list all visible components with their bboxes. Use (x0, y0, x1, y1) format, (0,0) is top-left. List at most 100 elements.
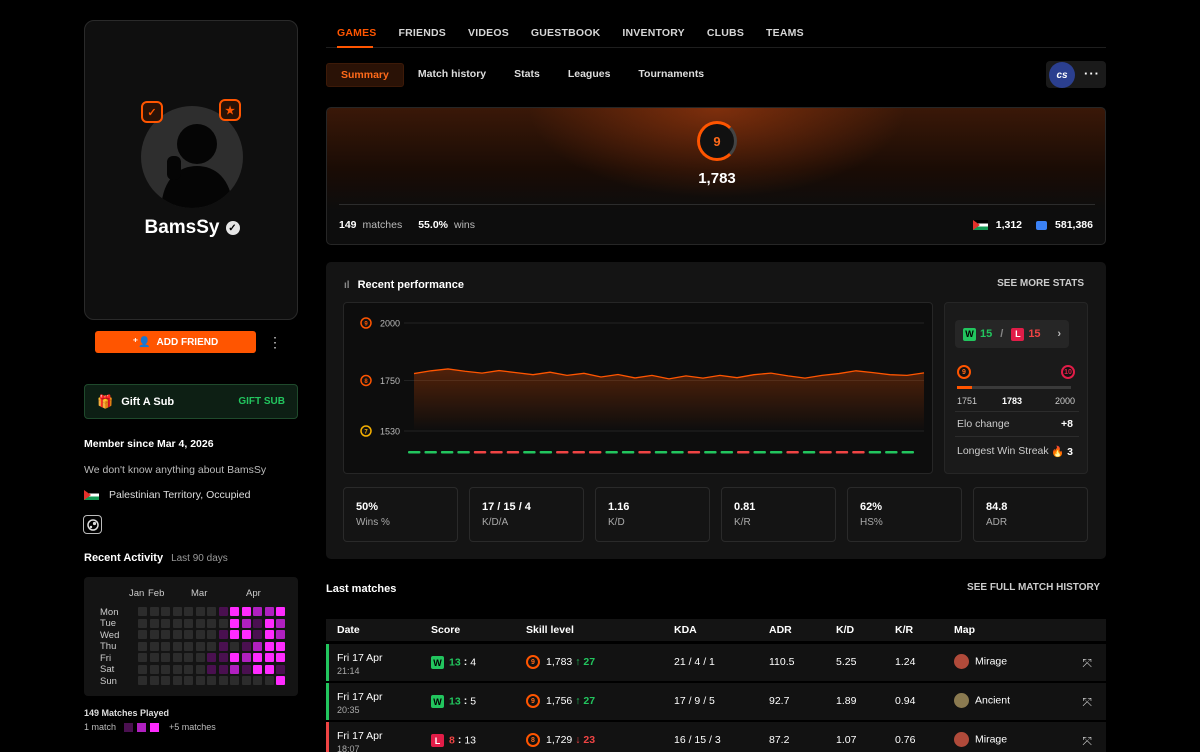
col-adr[interactable]: ADR (769, 624, 792, 636)
match-adr: 92.7 (769, 695, 790, 707)
range-min: 1751 (957, 396, 978, 406)
heatmap-cell (172, 664, 182, 674)
match-kr: 0.94 (895, 695, 916, 707)
stat-value: 1.16 (608, 501, 630, 513)
heatmap-cell (149, 618, 159, 628)
col-date[interactable]: Date (337, 624, 360, 636)
match-kd: 1.89 (836, 695, 857, 707)
activity-heatmap: Jan Feb Mar Apr Mon Tue Wed Thu Fri Sat … (84, 577, 298, 696)
heatmap-cell (161, 676, 170, 685)
expand-icon[interactable]: ⤧ (1082, 695, 1092, 709)
col-kda[interactable]: KDA (674, 624, 697, 636)
heatmap-cell (253, 641, 262, 651)
tab-clubs[interactable]: CLUBS (706, 27, 745, 39)
heatmap-cell (264, 630, 274, 639)
tab-teams[interactable]: TEAMS (766, 27, 804, 39)
heatmap-cell (172, 630, 182, 639)
score-opponent: 4 (470, 656, 477, 669)
heatmap-cell (253, 618, 262, 628)
heatmap-cell (138, 641, 147, 651)
elo-divider (339, 204, 1095, 205)
table-row[interactable]: Fri 17 Apr 21:14 W 13:4 9 1,783 ↑ 27 21 / 4 / … (326, 644, 1106, 681)
rankings: 1,312 581,386 (972, 219, 1093, 231)
map-name: Mirage (975, 733, 1008, 746)
match-kda: 16 / 15 / 3 (674, 734, 721, 746)
col-score[interactable]: Score (431, 624, 461, 636)
subtab-summary[interactable]: Summary (326, 63, 404, 87)
heatmap-cell (184, 664, 193, 674)
col-kd[interactable]: K/D (836, 624, 855, 636)
recent-activity-title: Recent Activity (84, 552, 164, 564)
expand-icon[interactable]: ⤧ (1082, 656, 1092, 670)
result-bar (326, 683, 329, 720)
heatmap-cell (172, 676, 182, 685)
more-options-icon[interactable]: ⋮ (268, 334, 282, 350)
expand-icon[interactable]: ⤧ (1082, 734, 1092, 748)
heatmap-cell (241, 618, 251, 628)
game-more-icon[interactable]: ··· (1084, 66, 1100, 81)
add-friend-button[interactable]: ⁺👤 ADD FRIEND (95, 331, 256, 353)
heatmap-cell (172, 607, 182, 616)
y-tick-level: 7 (364, 430, 368, 436)
win-icon: W (963, 327, 976, 341)
heatmap-cell (184, 618, 193, 628)
stat-label: K/R (734, 517, 751, 528)
heatmap-cell (195, 641, 205, 651)
table-row[interactable]: Fri 17 Apr 20:35 W 13:5 9 1,756 ↑ 27 17 / 9 / … (326, 683, 1106, 720)
subtab-stats[interactable]: Stats (514, 68, 540, 80)
result-bar (326, 644, 329, 681)
country-rank[interactable]: 1,312 (995, 219, 1023, 231)
skill-level-icon: 9 (526, 694, 540, 708)
heatmap-cell (149, 641, 159, 651)
result-bar (326, 722, 329, 752)
elo-progress-fill (957, 386, 972, 389)
member-since: Member since Mar 4, 2026 (84, 438, 214, 450)
see-full-history-link[interactable]: SEE FULL MATCH HISTORY (967, 582, 1100, 593)
heatmap-cell (138, 664, 147, 674)
subtab-leagues[interactable]: Leagues (567, 68, 611, 80)
heatmap-day: Tue (100, 618, 117, 629)
score-separator: : (457, 734, 462, 747)
tab-games[interactable]: GAMES (337, 27, 377, 39)
world-rank[interactable]: 581,386 (1055, 219, 1093, 231)
result-badge: W (431, 695, 444, 708)
avatar[interactable] (141, 106, 243, 208)
tab-videos[interactable]: VIDEOS (468, 27, 509, 39)
table-row[interactable]: Fri 17 Apr 18:07 L 8:13 8 1,729 ↓ 23 16 / 15 /… (326, 722, 1106, 752)
col-kr[interactable]: K/R (895, 624, 914, 636)
result-segment (852, 451, 865, 454)
subtab-tournaments[interactable]: Tournaments (638, 68, 705, 80)
stat-card-wins: 50% Wins % (343, 487, 458, 542)
heatmap-cell (253, 630, 262, 639)
heatmap-cell (138, 618, 147, 628)
heatmap-cell (241, 653, 251, 662)
stat-label: Wins % (356, 517, 390, 528)
heatmap-cell (207, 676, 216, 685)
gift-sub-button[interactable]: GIFT SUB (238, 396, 285, 407)
heatmap-cell (207, 641, 216, 651)
result-segment (868, 451, 882, 454)
heatmap-cell (218, 676, 228, 685)
tab-inventory[interactable]: INVENTORY (622, 27, 685, 39)
about-text: We don't know anything about BamsSy (84, 464, 267, 476)
result-segment (802, 451, 816, 454)
col-map[interactable]: Map (954, 624, 975, 636)
result-segment (737, 451, 750, 454)
see-more-stats-link[interactable]: SEE MORE STATS (997, 278, 1084, 289)
score-team: 8 (449, 734, 455, 747)
heatmap-cell (241, 664, 251, 674)
matches-count: 149 (339, 219, 357, 231)
subtab-match-history[interactable]: Match history (417, 68, 487, 80)
win-loss-pill[interactable]: W 15 / L 15 › (955, 320, 1069, 348)
steam-icon[interactable] (83, 515, 102, 534)
legend-max: +5 matches (169, 722, 216, 732)
col-skill[interactable]: Skill level (526, 624, 574, 636)
tab-friends[interactable]: FRIENDS (398, 27, 447, 39)
cs-logo-icon[interactable]: cs (1049, 62, 1075, 88)
heatmap-cell (253, 676, 262, 685)
verified-icon: ✓ (225, 221, 240, 235)
match-adr: 110.5 (769, 656, 795, 668)
tab-guestbook[interactable]: GUESTBOOK (530, 27, 601, 39)
gift-sub-card[interactable]: 🎁 Gift A Sub GIFT SUB (84, 384, 298, 419)
faceit-badge-icon: ✓ (141, 101, 163, 123)
